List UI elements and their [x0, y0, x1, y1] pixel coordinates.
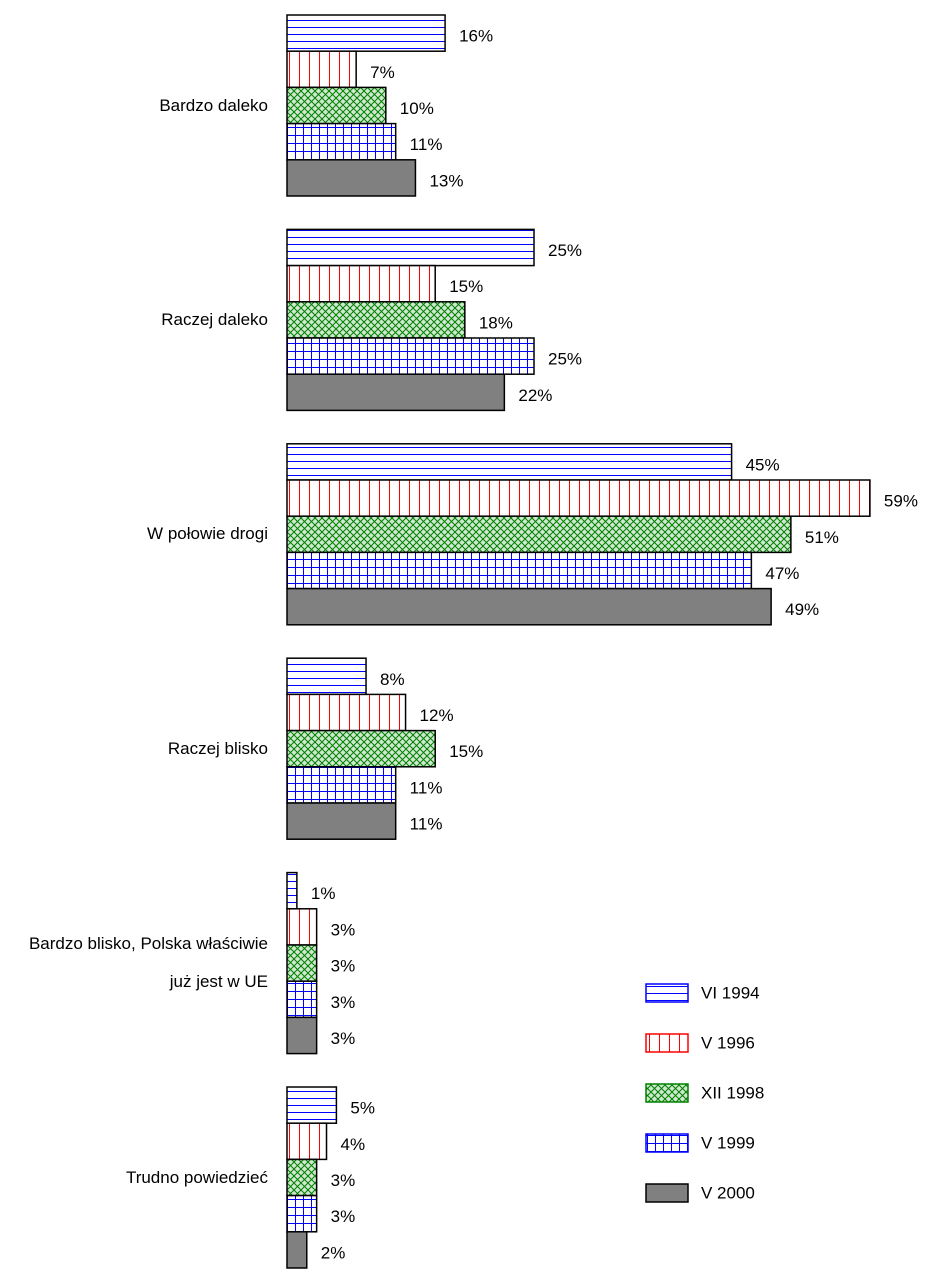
data-label: 16% [459, 27, 493, 46]
legend-label: V 1999 [701, 1133, 755, 1152]
data-label: 7% [370, 63, 395, 82]
bar [286, 657, 367, 696]
data-label: 3% [331, 1171, 356, 1190]
bar [286, 944, 318, 982]
bar [286, 587, 772, 626]
bar [286, 1086, 338, 1124]
data-label: 11% [410, 815, 443, 834]
data-label: 49% [785, 600, 819, 619]
category-label: Raczej blisko [167, 738, 268, 758]
bar [286, 908, 318, 946]
bar [286, 980, 318, 1019]
bar [286, 1231, 308, 1269]
data-label: 2% [321, 1243, 346, 1262]
bar [286, 159, 417, 197]
bar [286, 1122, 328, 1161]
data-label: 59% [884, 492, 918, 511]
bar [286, 871, 298, 910]
legend-label: V 1996 [701, 1033, 755, 1052]
legend-swatch [645, 1033, 689, 1053]
bar [286, 1158, 318, 1197]
data-label: 8% [380, 670, 405, 689]
bar [286, 515, 792, 554]
data-label: 22% [518, 386, 552, 405]
category-label: Trudno powiedzieć [125, 1167, 268, 1187]
data-label: 51% [805, 528, 839, 547]
bar [286, 86, 387, 125]
bar [286, 766, 397, 804]
legend-swatch [645, 1083, 689, 1103]
data-label: 12% [420, 706, 454, 725]
legend-swatch [645, 1183, 689, 1203]
data-label: 11% [410, 135, 443, 154]
category-label: Bardzo blisko, Polska właściwie już jest… [28, 934, 268, 992]
bar [286, 50, 357, 89]
legend-label: VI 1994 [701, 983, 760, 1002]
data-label: 5% [350, 1099, 375, 1118]
data-label: 15% [449, 742, 483, 761]
data-label: 25% [548, 350, 582, 369]
category-label: Raczej daleko [161, 309, 268, 329]
data-label: 3% [331, 1207, 356, 1226]
data-label: 45% [746, 455, 780, 474]
bar [286, 802, 397, 840]
legend-label: V 2000 [701, 1183, 755, 1202]
bar [286, 479, 871, 517]
bar [286, 14, 446, 52]
bar [286, 1194, 318, 1233]
bar [286, 228, 535, 267]
data-label: 1% [311, 884, 336, 903]
data-label: 3% [331, 920, 356, 939]
legend-swatch [645, 983, 689, 1003]
data-label: 47% [765, 564, 799, 583]
bar [286, 301, 466, 339]
data-label: 3% [331, 957, 356, 976]
bar [286, 264, 436, 303]
bar [286, 122, 397, 161]
bar [286, 337, 535, 375]
data-label: 3% [331, 1029, 356, 1048]
bar [286, 729, 436, 768]
data-label: 13% [429, 171, 463, 190]
data-label: 3% [331, 993, 356, 1012]
data-label: 18% [479, 313, 513, 332]
category-label: W połowie drogi [147, 524, 268, 544]
bar [286, 443, 733, 481]
data-label: 4% [341, 1135, 366, 1154]
category-label: Bardzo daleko [159, 95, 268, 115]
data-label: 11% [410, 778, 443, 797]
bar [286, 1016, 318, 1055]
legend-swatch [645, 1133, 689, 1153]
bar [286, 693, 407, 732]
data-label: 10% [400, 99, 434, 118]
data-label: 15% [449, 277, 483, 296]
bar [286, 373, 506, 412]
data-label: 25% [548, 241, 582, 260]
legend-label: XII 1998 [701, 1083, 764, 1102]
bar [286, 551, 753, 590]
